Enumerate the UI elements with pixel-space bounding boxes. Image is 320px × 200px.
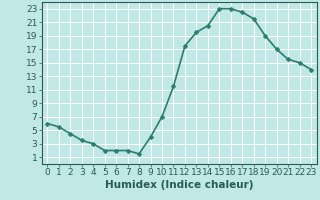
X-axis label: Humidex (Indice chaleur): Humidex (Indice chaleur)	[105, 180, 253, 190]
